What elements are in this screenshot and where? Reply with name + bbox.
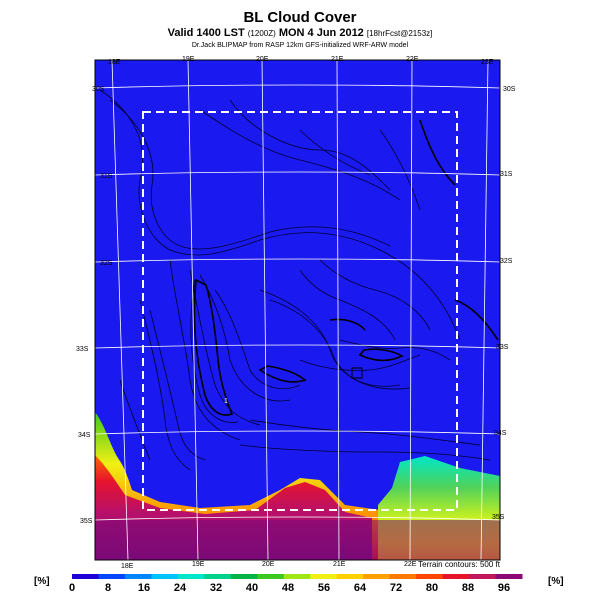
lon-label-top: 23E (481, 59, 494, 66)
lon-label-top: 22E (406, 56, 419, 63)
lon-label-top: 18E (108, 59, 121, 66)
lat-label-right: 35S (492, 514, 505, 521)
lat-label-left: 30S (92, 86, 105, 93)
valid-time-utc: (1200Z) (247, 29, 276, 38)
terrain-contours (99, 89, 491, 471)
colorbar-unit-right: [%] (548, 576, 564, 587)
model-description: Dr.Jack BLIPMAP from RASP 12km GFS-initi… (191, 42, 409, 49)
lat-lon-grid (94, 59, 501, 561)
lat-label-left: 35S (80, 518, 93, 525)
lat-label-left: 33S (76, 346, 89, 353)
lat-label-left: 34S (78, 432, 91, 439)
colorbar-unit-left: [%] (34, 576, 50, 587)
valid-time-line: Valid 1400 LST (1200Z) MON 4 Jun 2012 [1… (0, 27, 600, 39)
lon-label-top: 21E (331, 56, 344, 63)
cover-sea-lower (95, 520, 500, 560)
valid-date: MON 4 Jun 2012 (278, 27, 364, 39)
terrain-contours-bold (193, 119, 499, 416)
lat-label-right: 34S (494, 430, 507, 437)
inner-domain-boundary (142, 111, 458, 511)
lat-label-right: 32S (500, 258, 513, 265)
chart-title: BL Cloud Cover (243, 9, 357, 26)
lat-label-right: 31S (500, 171, 513, 178)
lon-label-bottom: 18E (121, 563, 134, 570)
lat-label-left: 31S (100, 173, 113, 180)
lat-label-right: 33S (496, 344, 509, 351)
lon-label-bottom: 22E (404, 561, 417, 568)
lat-label-right: 30S (503, 86, 516, 93)
lat-label-left: 32S (100, 260, 113, 267)
lon-label-bottom: 19E (192, 561, 205, 568)
lon-label-top: 19E (182, 56, 195, 63)
forecast-info: [18hrFcst@2153z] (366, 29, 433, 38)
lon-label-bottom: 20E (262, 561, 275, 568)
point-marker: 1 (224, 398, 228, 405)
map-frame (94, 59, 501, 561)
terrain-peak-box (351, 367, 363, 379)
lon-label-top: 20E (256, 56, 269, 63)
terrain-contour-note: Terrain contours: 500 ft (418, 560, 500, 569)
lon-label-bottom: 21E (333, 561, 346, 568)
valid-time: Valid 1400 LST (167, 27, 245, 39)
